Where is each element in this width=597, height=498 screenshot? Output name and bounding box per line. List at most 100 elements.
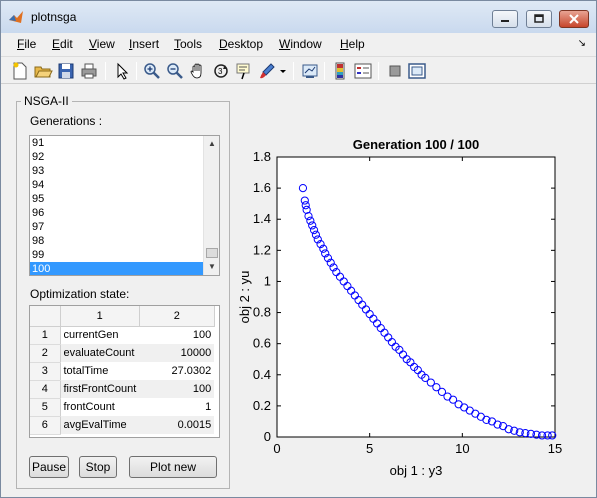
data-point bbox=[421, 373, 430, 382]
table-corner bbox=[30, 306, 61, 327]
toolbar-separator bbox=[136, 62, 137, 80]
pan-icon[interactable] bbox=[188, 61, 208, 81]
vertical-scrollbar[interactable]: ▲ ▼ bbox=[203, 136, 219, 275]
list-item[interactable]: 96 bbox=[32, 207, 45, 219]
data-point bbox=[548, 431, 557, 440]
cell-value[interactable]: 27.0302 bbox=[171, 365, 212, 377]
menu-tools[interactable]: Tools bbox=[174, 37, 203, 51]
stop-button[interactable]: Stop bbox=[79, 456, 117, 478]
cell-value[interactable]: 100 bbox=[139, 380, 215, 398]
y-tick-label: 0.8 bbox=[253, 305, 271, 320]
menu-window[interactable]: Window bbox=[279, 37, 322, 51]
print-icon[interactable] bbox=[79, 61, 99, 81]
y-tick-label: 0 bbox=[264, 429, 271, 444]
toolbar-separator bbox=[378, 62, 379, 80]
cell-name[interactable]: firstFrontCount bbox=[60, 380, 140, 398]
row-header[interactable]: 4 bbox=[30, 380, 61, 399]
y-tick-label: 1.2 bbox=[253, 242, 271, 257]
cell-name[interactable]: totalTime bbox=[63, 365, 109, 377]
state-table-grid: 1 2 1 currentGen 100 2 evaluateCount 100… bbox=[30, 306, 215, 435]
row-header[interactable]: 6 bbox=[30, 416, 61, 435]
list-item[interactable]: 99 bbox=[32, 249, 45, 261]
x-tick-label: 10 bbox=[455, 441, 469, 456]
row-header[interactable]: 3 bbox=[30, 362, 61, 381]
generations-listbox[interactable]: 91 92 93 94 95 96 97 98 99 100 ▲ ▼ bbox=[29, 135, 220, 276]
menu-help[interactable]: Help bbox=[340, 37, 365, 51]
list-item[interactable]: 91 bbox=[32, 137, 45, 149]
menu-edit[interactable]: Edit bbox=[52, 37, 73, 51]
state-table[interactable]: 1 2 1 currentGen 100 2 evaluateCount 100… bbox=[29, 305, 220, 438]
show-plot-tools-icon[interactable] bbox=[407, 61, 427, 81]
cell-name[interactable]: currentGen bbox=[63, 329, 119, 342]
save-icon[interactable] bbox=[56, 61, 76, 81]
list-item[interactable]: 93 bbox=[32, 165, 45, 177]
cell-name[interactable]: evaluateCount bbox=[60, 344, 140, 362]
zoom-in-icon[interactable] bbox=[142, 61, 162, 81]
data-point bbox=[521, 429, 530, 438]
cell-value[interactable]: 0.0015 bbox=[139, 416, 215, 434]
scroll-thumb[interactable] bbox=[206, 248, 218, 258]
colorbar-icon[interactable] bbox=[330, 61, 350, 81]
open-file-icon[interactable] bbox=[33, 61, 53, 81]
title-bar[interactable]: plotnsga bbox=[1, 1, 596, 33]
data-cursor-icon[interactable] bbox=[234, 61, 254, 81]
menu-bar: File Edit View Insert Tools Desktop Wind… bbox=[1, 33, 596, 55]
scroll-down-icon[interactable]: ▼ bbox=[208, 262, 216, 271]
scroll-up-icon[interactable]: ▲ bbox=[208, 139, 216, 148]
chart-title: Generation 100 / 100 bbox=[353, 137, 479, 152]
column-header[interactable]: 2 bbox=[139, 306, 215, 327]
x-tick-label: 5 bbox=[366, 441, 373, 456]
list-item[interactable]: 98 bbox=[32, 235, 45, 247]
legend-icon[interactable] bbox=[353, 61, 373, 81]
scatter-chart[interactable]: Generation 100 / 100 0 0.2 0.4 0.6 0.8 1 1.2 1.… bbox=[233, 131, 573, 483]
cell-value[interactable]: 100 bbox=[192, 329, 212, 342]
cell-value[interactable]: 1 bbox=[205, 401, 212, 413]
maximize-button[interactable] bbox=[526, 10, 552, 28]
list-item[interactable]: 97 bbox=[32, 221, 45, 233]
pause-button[interactable]: Pause bbox=[29, 456, 69, 478]
zoom-out-icon[interactable] bbox=[165, 61, 185, 81]
cell-value[interactable]: 10000 bbox=[139, 344, 215, 362]
data-point bbox=[526, 429, 536, 438]
list-item[interactable]: 94 bbox=[32, 179, 45, 191]
rotate-icon[interactable]: 3 bbox=[211, 61, 231, 81]
menu-insert[interactable]: Insert bbox=[129, 37, 160, 51]
plot-new-button[interactable]: Plot new bbox=[129, 456, 217, 478]
data-point bbox=[532, 430, 541, 439]
minimize-button[interactable] bbox=[492, 10, 518, 28]
dock-arrow-icon[interactable]: ↘ bbox=[577, 38, 586, 49]
brush-dropdown-icon[interactable] bbox=[278, 61, 288, 81]
row-header[interactable]: 5 bbox=[30, 398, 61, 417]
y-tick-label: 0.6 bbox=[253, 336, 271, 351]
list-item[interactable]: 92 bbox=[32, 151, 45, 163]
cell-name[interactable]: frontCount bbox=[63, 401, 115, 413]
y-axis-label: obj 2 : yu bbox=[237, 271, 252, 324]
table-row: 1 currentGen 100 bbox=[30, 326, 214, 345]
row-header[interactable]: 1 bbox=[30, 326, 61, 345]
list-item[interactable]: 95 bbox=[32, 193, 45, 205]
menu-view[interactable]: View bbox=[89, 37, 115, 51]
row-header[interactable]: 2 bbox=[30, 344, 61, 363]
restore-icon bbox=[534, 14, 544, 23]
cell-name[interactable]: avgEvalTime bbox=[60, 416, 140, 434]
x-tick-label: 15 bbox=[548, 441, 562, 456]
list-item-selected[interactable]: 100 bbox=[30, 262, 219, 275]
pointer-icon[interactable] bbox=[112, 61, 132, 81]
column-header[interactable]: 1 bbox=[60, 306, 140, 327]
new-figure-icon[interactable] bbox=[10, 61, 30, 81]
data-point bbox=[426, 378, 435, 387]
data-point bbox=[329, 263, 338, 272]
menu-file[interactable]: File bbox=[17, 37, 37, 51]
data-point bbox=[504, 425, 513, 434]
hide-plot-tools-icon[interactable] bbox=[385, 61, 405, 81]
menu-desktop[interactable]: Desktop bbox=[219, 37, 264, 51]
link-plot-icon[interactable] bbox=[300, 61, 320, 81]
brush-icon[interactable] bbox=[257, 61, 277, 81]
data-point bbox=[323, 254, 333, 263]
x-axis: 0 5 10 15 bbox=[273, 157, 562, 456]
y-axis: 0 0.2 0.4 0.6 0.8 1 1.2 1.4 1.6 1.8 bbox=[253, 149, 555, 444]
close-button[interactable] bbox=[559, 10, 589, 28]
data-point bbox=[510, 426, 519, 435]
svg-text:3: 3 bbox=[218, 67, 223, 76]
